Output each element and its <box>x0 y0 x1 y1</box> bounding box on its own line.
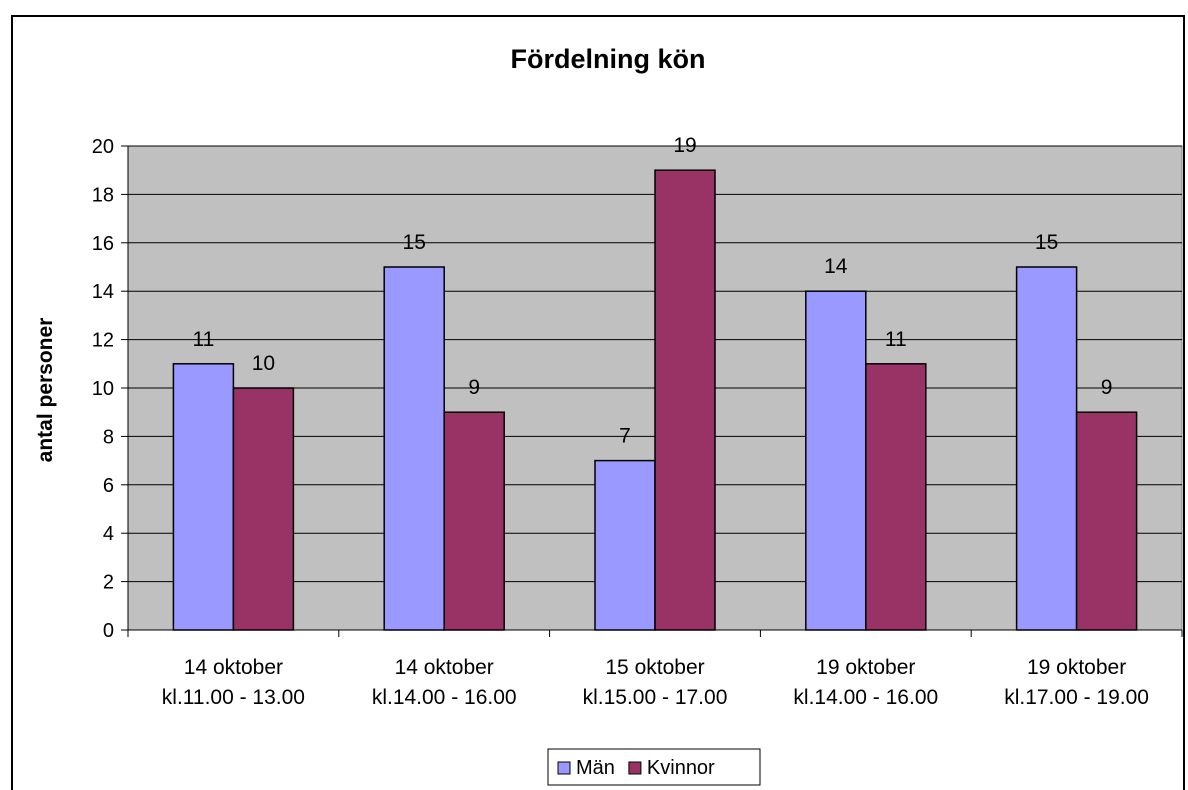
y-tick-label: 0 <box>103 620 114 642</box>
y-tick-label: 8 <box>103 426 114 448</box>
y-tick-label: 10 <box>92 378 114 400</box>
data-label: 7 <box>619 425 631 448</box>
chart-title: Fördelning kön <box>511 44 706 74</box>
bar-man <box>1015 266 1078 631</box>
x-tick-label-line: 14 oktober <box>184 656 283 679</box>
x-tick-label-line: 14 oktober <box>395 656 494 679</box>
x-tick-label: 15 oktober kl.15.00 - 17.00 <box>583 656 728 709</box>
x-tick-label-line: kl.14.00 - 16.00 <box>793 686 938 709</box>
data-label: 19 <box>673 134 696 157</box>
bar-kvinnor <box>654 169 716 631</box>
y-tick-label: 12 <box>92 330 114 352</box>
data-labels: 11 15 7 14 15 10 9 19 11 9 <box>192 134 1112 447</box>
legend-swatch <box>557 761 571 775</box>
bar-man <box>172 363 235 631</box>
data-label: 11 <box>885 328 907 351</box>
legend-label: Kvinnor <box>647 757 715 779</box>
bar-kvinnor <box>443 411 505 631</box>
bar-man <box>594 459 656 631</box>
data-label: 10 <box>252 352 275 375</box>
bar-kvinnor <box>1075 411 1138 631</box>
x-tick-label-line: kl.15.00 - 17.00 <box>583 686 728 709</box>
legend-label: Män <box>576 757 615 779</box>
x-tick-label-line: 19 oktober <box>1027 656 1126 679</box>
x-tick-label-line: 15 oktober <box>605 656 704 679</box>
axes <box>121 145 1183 637</box>
legend-swatch <box>628 761 642 775</box>
y-tick-labels: 0 2 4 6 8 10 12 14 16 18 20 <box>92 136 114 642</box>
y-axis-label: antal personer <box>34 318 57 463</box>
y-tick-label: 18 <box>92 184 114 206</box>
x-tick-label-line: kl.14.00 - 16.00 <box>372 686 517 709</box>
y-tick-label: 20 <box>92 136 114 158</box>
data-label: 11 <box>192 328 214 351</box>
legend: Män Kvinnor <box>547 748 761 786</box>
bar-man <box>805 290 867 631</box>
y-tick-label: 4 <box>103 523 114 545</box>
bar-kvinnor <box>232 387 295 631</box>
x-tick-label: 19 oktober kl.17.00 - 19.00 <box>1004 656 1149 709</box>
y-tick-label: 16 <box>92 233 114 255</box>
x-tick-label: 14 oktober kl.14.00 - 16.00 <box>372 656 517 709</box>
x-tick-label: 14 oktober kl.11.00 - 13.00 <box>162 656 305 709</box>
data-label: 9 <box>468 376 480 399</box>
bars <box>172 169 1138 631</box>
x-tick-label: 19 oktober kl.14.00 - 16.00 <box>793 656 938 709</box>
data-label: 15 <box>403 231 426 254</box>
x-tick-label-line: 19 oktober <box>816 656 915 679</box>
data-label: 15 <box>1035 231 1058 254</box>
y-tick-label: 14 <box>92 281 114 303</box>
y-tick-label: 2 <box>103 572 114 594</box>
x-tick-label-line: kl.17.00 - 19.00 <box>1004 686 1149 709</box>
data-label: 14 <box>824 255 848 278</box>
data-label: 9 <box>1101 376 1113 399</box>
bar-man <box>383 266 445 631</box>
y-tick-label: 6 <box>103 475 114 497</box>
legend-box <box>547 748 761 786</box>
x-tick-labels: 14 oktober kl.11.00 - 13.00 14 oktober kl.1… <box>162 656 1149 709</box>
x-tick-label-line: kl.11.00 - 13.00 <box>162 686 305 709</box>
bar-kvinnor <box>865 363 927 631</box>
